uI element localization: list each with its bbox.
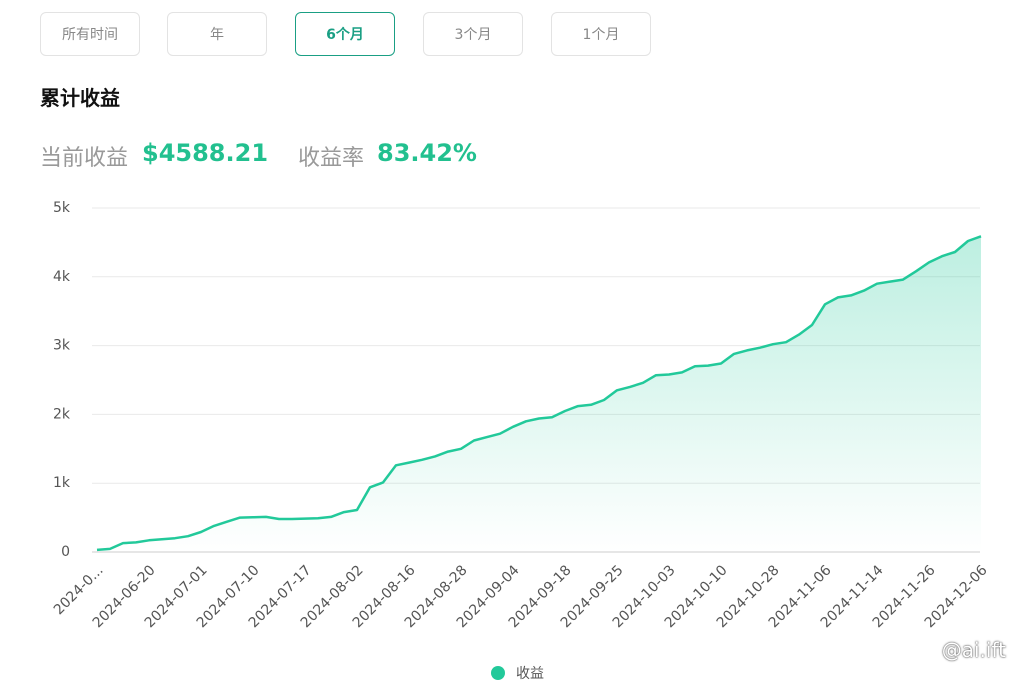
- tab[interactable]: 6个月: [295, 12, 395, 56]
- tab[interactable]: 1个月: [551, 12, 651, 56]
- area: [97, 236, 981, 553]
- tab[interactable]: 年: [167, 12, 267, 56]
- stat-label: 收益率: [298, 146, 365, 171]
- tab[interactable]: 所有时间: [40, 12, 140, 56]
- stat-value: $4588.21: [142, 139, 269, 167]
- y-tick-label: 5k: [53, 200, 71, 216]
- y-tick-label: 3k: [53, 338, 71, 354]
- tab[interactable]: 3个月: [423, 12, 523, 56]
- legend-marker: [491, 666, 505, 680]
- stat-label: 当前收益: [40, 146, 129, 171]
- watermark: @ai.ift: [941, 638, 1006, 662]
- y-tick-label: 4k: [53, 269, 71, 285]
- y-tick-label: 0: [61, 544, 70, 560]
- y-tick-label: 1k: [53, 475, 71, 491]
- y-tick-label: 2k: [53, 406, 71, 422]
- line: [96, 235, 982, 552]
- stat-value: 83.42%: [377, 139, 477, 167]
- section-title: 累计收益: [40, 86, 120, 110]
- x-tick-label: 2024-0...: [51, 562, 107, 618]
- legend-label: 收益: [516, 666, 544, 682]
